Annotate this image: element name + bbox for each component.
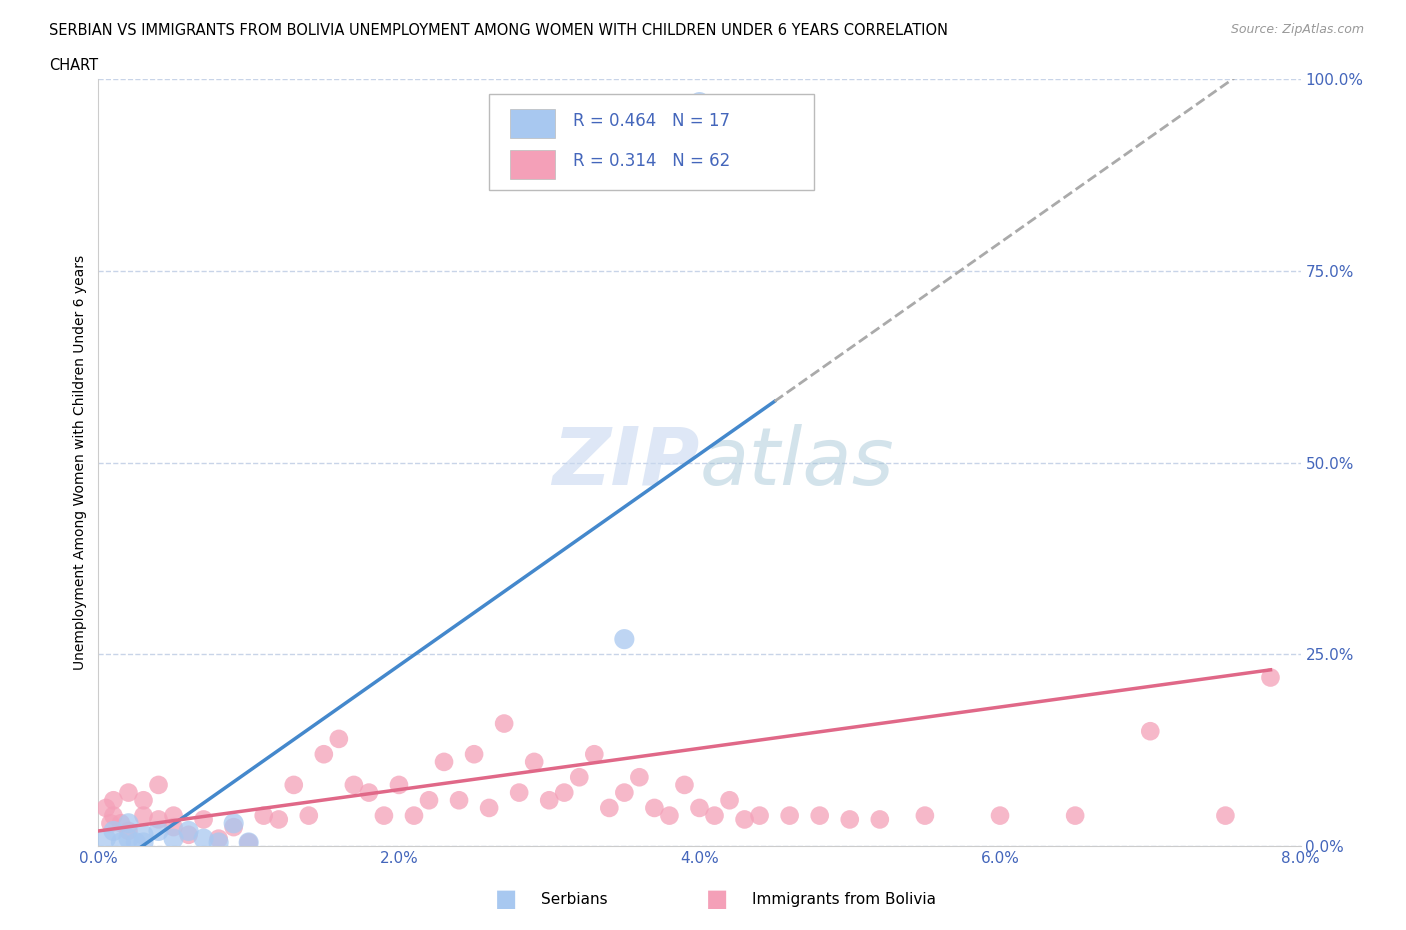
Point xyxy=(177,828,200,843)
Point xyxy=(418,792,440,807)
Point xyxy=(447,792,470,807)
Point xyxy=(673,777,696,792)
Point xyxy=(553,785,575,800)
Point xyxy=(148,824,170,839)
Point xyxy=(103,792,125,807)
Text: ■: ■ xyxy=(495,887,517,911)
Point xyxy=(222,819,245,834)
Point xyxy=(613,785,636,800)
Point xyxy=(253,808,276,823)
Point xyxy=(838,812,860,827)
Point xyxy=(914,808,936,823)
Text: CHART: CHART xyxy=(49,58,98,73)
Point xyxy=(117,824,139,839)
Point xyxy=(628,770,651,785)
Point xyxy=(110,835,132,850)
Point xyxy=(148,777,170,792)
Point xyxy=(298,808,321,823)
Point xyxy=(869,812,891,827)
Point xyxy=(1260,670,1282,684)
Text: ZIP: ZIP xyxy=(553,424,699,501)
Bar xyxy=(509,109,555,139)
Point xyxy=(658,808,681,823)
Point xyxy=(132,835,155,850)
Point xyxy=(312,747,335,762)
Point xyxy=(1139,724,1161,738)
FancyBboxPatch shape xyxy=(489,95,814,191)
Point xyxy=(132,828,155,843)
Point xyxy=(388,777,411,792)
Point xyxy=(583,747,606,762)
Point xyxy=(148,812,170,827)
Text: R = 0.314   N = 62: R = 0.314 N = 62 xyxy=(574,153,731,170)
Text: Immigrants from Bolivia: Immigrants from Bolivia xyxy=(752,892,936,907)
Point xyxy=(103,808,125,823)
Bar xyxy=(509,150,555,179)
Point xyxy=(568,770,591,785)
Point xyxy=(748,808,770,823)
Point xyxy=(208,835,231,850)
Point xyxy=(373,808,395,823)
Point xyxy=(110,816,132,830)
Point xyxy=(734,812,756,827)
Point xyxy=(117,816,139,830)
Point xyxy=(193,831,215,846)
Point xyxy=(523,754,546,769)
Point xyxy=(494,716,516,731)
Text: R = 0.464   N = 17: R = 0.464 N = 17 xyxy=(574,113,730,130)
Point xyxy=(238,835,260,850)
Point xyxy=(1064,808,1087,823)
Point xyxy=(613,631,636,646)
Point xyxy=(598,801,620,816)
Point xyxy=(478,801,501,816)
Point xyxy=(808,808,831,823)
Point xyxy=(132,808,155,823)
Point xyxy=(267,812,290,827)
Text: ■: ■ xyxy=(706,887,728,911)
Point xyxy=(433,754,456,769)
Point xyxy=(177,824,200,839)
Point xyxy=(162,831,184,846)
Point xyxy=(343,777,366,792)
Point xyxy=(328,731,350,746)
Point xyxy=(94,831,117,846)
Point xyxy=(117,831,139,846)
Point xyxy=(688,95,710,110)
Text: Serbians: Serbians xyxy=(541,892,607,907)
Point xyxy=(162,808,184,823)
Point xyxy=(1215,808,1237,823)
Point xyxy=(162,819,184,834)
Point xyxy=(208,831,231,846)
Y-axis label: Unemployment Among Women with Children Under 6 years: Unemployment Among Women with Children U… xyxy=(73,255,87,671)
Point xyxy=(402,808,425,823)
Point xyxy=(508,785,530,800)
Point xyxy=(703,808,725,823)
Point xyxy=(779,808,801,823)
Point xyxy=(283,777,305,792)
Text: atlas: atlas xyxy=(699,424,894,501)
Point xyxy=(357,785,380,800)
Point xyxy=(132,792,155,807)
Text: Source: ZipAtlas.com: Source: ZipAtlas.com xyxy=(1230,23,1364,36)
Point xyxy=(125,835,148,850)
Point xyxy=(538,792,561,807)
Point xyxy=(103,824,125,839)
Point xyxy=(718,792,741,807)
Point xyxy=(117,785,139,800)
Point xyxy=(988,808,1011,823)
Point xyxy=(222,816,245,830)
Point xyxy=(100,816,122,830)
Point xyxy=(193,812,215,827)
Point xyxy=(688,801,710,816)
Point xyxy=(94,801,117,816)
Point xyxy=(643,801,665,816)
Point xyxy=(463,747,485,762)
Text: SERBIAN VS IMMIGRANTS FROM BOLIVIA UNEMPLOYMENT AMONG WOMEN WITH CHILDREN UNDER : SERBIAN VS IMMIGRANTS FROM BOLIVIA UNEMP… xyxy=(49,23,948,38)
Point xyxy=(238,835,260,850)
